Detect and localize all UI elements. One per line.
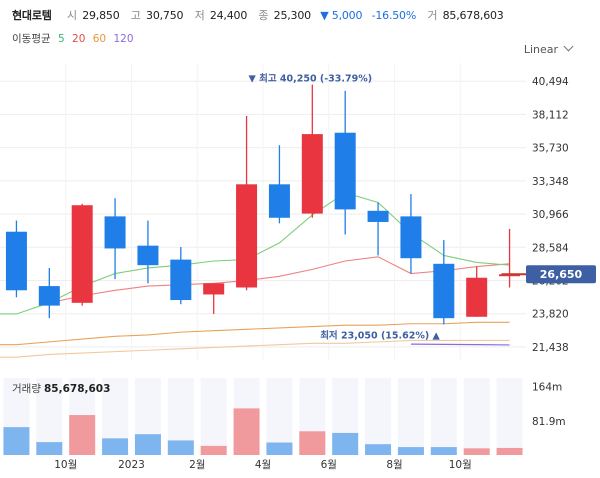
x-tick-label: 10월 bbox=[449, 459, 472, 471]
volume-column bbox=[397, 378, 424, 455]
close-label: 종 bbox=[258, 9, 269, 22]
x-tick-label: 2월 bbox=[189, 459, 205, 471]
scale-selector[interactable]: Linear bbox=[523, 41, 574, 56]
high-value: 30,750 bbox=[146, 9, 184, 22]
volume-bar bbox=[200, 445, 227, 455]
volume-bar bbox=[102, 438, 129, 455]
volume-bar bbox=[167, 440, 194, 455]
current-price-label: 26,650 bbox=[540, 268, 583, 281]
candle-body bbox=[203, 283, 225, 295]
volume-bar bbox=[3, 427, 30, 455]
volume-bar bbox=[69, 415, 96, 455]
volume-value: 85,678,603 bbox=[442, 9, 504, 22]
max-price-annotation: ▼ 최고 40,250 (-33.79%) bbox=[249, 73, 373, 85]
y-tick-label: 38,112 bbox=[532, 109, 569, 121]
ma-60-label[interactable]: 60 bbox=[92, 33, 107, 45]
volume-bar bbox=[463, 448, 490, 455]
candle-body bbox=[433, 263, 455, 319]
candle-body bbox=[38, 286, 60, 306]
candle-body bbox=[367, 210, 389, 222]
y-tick-label: 30,966 bbox=[532, 209, 569, 221]
change-percent: -16.50% bbox=[371, 9, 417, 22]
candle-body bbox=[301, 134, 323, 214]
ma-20-label[interactable]: 20 bbox=[72, 33, 86, 45]
volume-column bbox=[200, 378, 227, 455]
ma-120-label[interactable]: 120 bbox=[113, 33, 134, 45]
stock-name: 현대로템 bbox=[12, 9, 52, 22]
y-tick-label: 33,348 bbox=[532, 176, 569, 188]
high-label: 고 bbox=[130, 9, 141, 22]
x-tick-label: 10월 bbox=[54, 459, 77, 471]
ma-5-label[interactable]: 5 bbox=[57, 33, 65, 45]
candle-body bbox=[5, 231, 27, 291]
volume-bar bbox=[397, 447, 424, 455]
volume-total: 85,678,603 bbox=[43, 383, 111, 395]
ma-120-line bbox=[0, 339, 510, 358]
candle-body bbox=[400, 216, 422, 259]
volume-label: 거 bbox=[427, 9, 438, 22]
volume-bar bbox=[134, 434, 161, 455]
volume-legend: 거래량 85,678,603 bbox=[12, 381, 110, 396]
volume-bar bbox=[430, 447, 457, 455]
price-header: 현대로템 시 29,850 고 30,750 저 24,400 종 25,300… bbox=[12, 7, 508, 23]
open-value: 29,850 bbox=[82, 9, 120, 22]
y-tick-label: 35,730 bbox=[532, 143, 569, 155]
low-value: 24,400 bbox=[209, 9, 248, 22]
ma-60-line bbox=[0, 321, 510, 346]
moving-average-label: 이동평균 bbox=[12, 33, 51, 45]
candle-body bbox=[268, 184, 290, 218]
candle-body bbox=[71, 205, 93, 303]
ma-20-line bbox=[49, 256, 510, 304]
low-label: 저 bbox=[194, 9, 205, 22]
y-tick-label: 40,494 bbox=[532, 76, 569, 88]
volume-bar bbox=[299, 431, 326, 455]
scale-selector-label: Linear bbox=[523, 43, 558, 56]
change-value: ▼ 5,000 bbox=[320, 9, 363, 22]
x-tick-label: 8월 bbox=[386, 459, 402, 471]
volume-column bbox=[365, 378, 392, 455]
volume-bar bbox=[332, 432, 359, 455]
candle-body bbox=[236, 184, 258, 288]
volume-column bbox=[430, 378, 457, 455]
candle-body bbox=[466, 277, 488, 317]
y-tick-label: 28,584 bbox=[532, 242, 569, 254]
volume-column bbox=[266, 378, 293, 455]
volume-bar bbox=[266, 442, 293, 455]
volume-chart-label: 거래량 bbox=[12, 383, 41, 395]
x-tick-label: 6월 bbox=[321, 459, 337, 471]
volume-tick-label: 81.9m bbox=[532, 416, 566, 428]
min-price-annotation: 최저 23,050 (15.62%) ▲ bbox=[320, 329, 440, 341]
volume-column bbox=[496, 378, 523, 455]
close-value: 25,300 bbox=[273, 9, 311, 22]
x-tick-label: 4월 bbox=[255, 459, 271, 471]
y-tick-label: 23,820 bbox=[532, 309, 569, 321]
volume-bar bbox=[496, 447, 523, 455]
y-tick-label: 21,438 bbox=[532, 342, 569, 354]
volume-column bbox=[463, 378, 490, 455]
candle-body bbox=[334, 132, 356, 210]
ma-120-recent-line bbox=[410, 343, 510, 346]
candle-body bbox=[104, 216, 126, 249]
candle-body bbox=[137, 245, 159, 266]
volume-bar bbox=[233, 408, 260, 455]
open-label: 시 bbox=[66, 9, 77, 22]
current-price-tag bbox=[526, 265, 596, 284]
moving-average-legend: 이동평균 5 20 60 120 bbox=[12, 31, 138, 46]
x-tick-label: 2023 bbox=[118, 459, 145, 471]
volume-bar bbox=[36, 442, 63, 455]
volume-bar bbox=[365, 444, 392, 455]
volume-tick-label: 164m bbox=[532, 382, 562, 394]
candle-body bbox=[170, 259, 192, 301]
